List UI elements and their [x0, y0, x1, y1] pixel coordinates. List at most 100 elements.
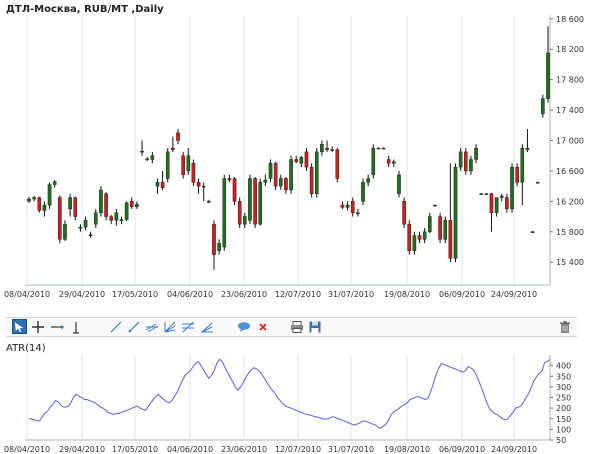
candle-body: [94, 212, 98, 225]
atr-x-tick-label: 17/05/2010: [112, 445, 158, 454]
main-x-tick-label: 12/07/2010: [275, 290, 321, 299]
main-y-ticks: 15 400 15 800 16 200 16 600 17 000 17 400 17 8…: [550, 15, 584, 267]
candle: [42, 201, 47, 217]
main-y-tick-label: 16 600: [556, 167, 584, 176]
candle: [207, 199, 211, 203]
vertical-line-button[interactable]: [68, 319, 83, 334]
candle-body: [268, 163, 273, 179]
candle: [201, 182, 206, 202]
main-x-tick-label: 04/06/2010: [167, 290, 213, 299]
candle-body: [99, 189, 103, 213]
candle: [525, 129, 530, 152]
horizontal-line-button[interactable]: [49, 319, 64, 334]
candle-body: [438, 216, 442, 240]
candle: [397, 170, 401, 198]
text-balloon-button[interactable]: [236, 319, 251, 334]
atr-chart-title: ATR(14): [6, 343, 46, 354]
trend-line-button[interactable]: [108, 319, 123, 334]
candle-body: [386, 159, 391, 164]
fibonacci-button[interactable]: [180, 319, 195, 334]
candle: [361, 178, 365, 206]
candle-body: [397, 174, 401, 194]
candle-body: [294, 159, 299, 162]
candle: [109, 215, 114, 225]
candle: [314, 148, 319, 198]
candle: [150, 151, 155, 164]
candle-body: [505, 197, 509, 210]
candle-body: [412, 235, 417, 251]
atr-y-tick-label: 100: [556, 425, 571, 434]
candle: [541, 94, 545, 118]
candle: [119, 216, 124, 225]
trash-button[interactable]: [557, 319, 572, 334]
print-button[interactable]: [289, 319, 304, 334]
delete-object-button[interactable]: [255, 319, 270, 334]
atr-y-tick-label: 350: [556, 372, 571, 381]
candle-body: [104, 193, 108, 217]
main-y-tick-label: 18 600: [556, 15, 584, 24]
candle-body: [325, 147, 329, 150]
candle-body: [253, 178, 257, 225]
cursor-arrow-button[interactable]: [12, 319, 27, 334]
candle: [474, 144, 478, 164]
candle-body: [145, 158, 149, 160]
candle: [386, 155, 391, 168]
candle: [171, 136, 175, 152]
main-y-tick-label: 17 400: [556, 106, 584, 115]
candle: [217, 239, 221, 255]
delete-object-icon: [258, 322, 267, 331]
candle-body: [494, 197, 499, 213]
main-x-tick-label: 23/06/2010: [221, 290, 267, 299]
vertical-line-icon: [72, 321, 79, 334]
candle: [294, 155, 299, 164]
candle-body: [83, 220, 88, 228]
candle: [181, 151, 185, 179]
candle-body: [345, 204, 350, 208]
candle-body: [499, 195, 504, 198]
candle-body: [289, 159, 293, 191]
main-x-tick-label: 29/04/2010: [59, 290, 105, 299]
candle: [304, 148, 309, 171]
main-chart-title: ДТЛ-Москва, RUB/MT ,Daily: [6, 4, 164, 15]
save-disk-button[interactable]: [307, 319, 322, 334]
atr-x-tick-label: 31/07/2010: [328, 445, 374, 454]
candle: [176, 129, 180, 145]
fan-lines-button[interactable]: [162, 319, 177, 334]
candle-body: [314, 151, 319, 194]
fan-lines-icon: [164, 321, 175, 332]
fibonacci-fan-button[interactable]: [199, 319, 214, 334]
candle: [104, 192, 108, 221]
candle: [530, 231, 535, 233]
horizontal-line-icon: [50, 324, 64, 329]
candle: [47, 182, 52, 209]
parallel-channel-button[interactable]: [144, 319, 159, 334]
atr-x-tick-label: 06/09/2010: [439, 445, 485, 454]
atr-y-tick-label: 400: [556, 362, 571, 371]
candle-body: [515, 166, 519, 183]
candle: [222, 174, 227, 251]
candle: [484, 192, 489, 195]
candle: [366, 174, 370, 187]
candle: [453, 163, 458, 263]
main-y-tick-label: 16 200: [556, 197, 584, 206]
crosshair-button[interactable]: [30, 319, 45, 334]
candle-body: [474, 147, 478, 160]
candle-body: [171, 147, 175, 150]
candle: [325, 140, 329, 152]
candle-body: [27, 198, 31, 202]
trend-line-icon: [110, 321, 121, 332]
atr-x-tick-label: 04/06/2010: [167, 445, 213, 454]
candle-body: [273, 163, 278, 187]
candle: [186, 148, 191, 175]
candle-body: [371, 147, 376, 175]
candle-body: [489, 193, 494, 213]
candle: [422, 227, 427, 244]
candle-body: [433, 204, 437, 207]
candle-body: [196, 182, 201, 187]
atr-x-tick-label: 23/06/2010: [221, 445, 267, 454]
ray-line-button[interactable]: [126, 319, 141, 334]
candle-body: [263, 179, 268, 183]
candle: [145, 157, 149, 162]
drawing-toolbar: [6, 317, 577, 337]
